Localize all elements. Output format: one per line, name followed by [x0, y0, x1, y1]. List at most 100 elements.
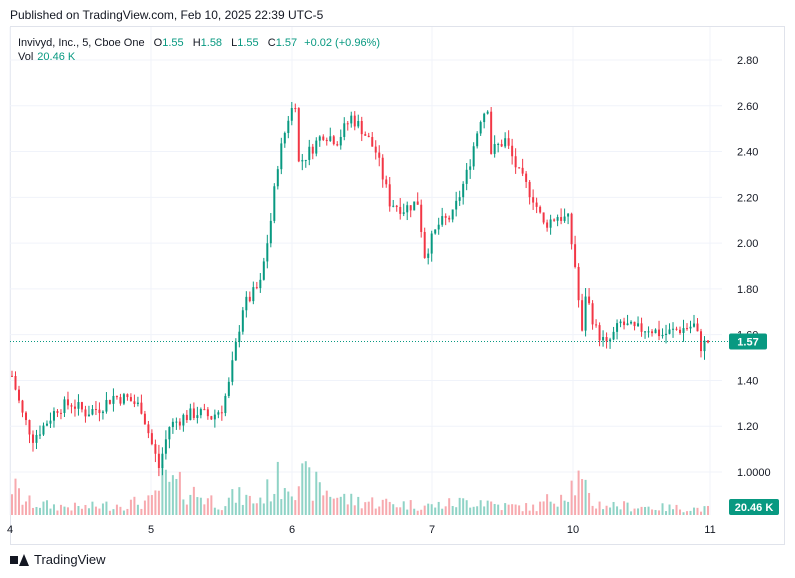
y-tick-label: 1.40: [737, 375, 758, 387]
candle-body: [42, 425, 45, 435]
close-label: C: [267, 37, 276, 49]
candle-body: [399, 206, 402, 214]
candle-body: [199, 409, 202, 416]
candle-body: [504, 138, 507, 147]
volume-bar: [196, 497, 199, 515]
candle-body: [80, 402, 83, 410]
volume-bar: [234, 502, 237, 515]
candle-body: [45, 423, 48, 426]
footer-brand[interactable]: TradingView: [10, 552, 106, 567]
volume-bar: [84, 504, 87, 515]
candle-body: [633, 321, 636, 327]
candle-body: [640, 323, 643, 332]
tradingview-logo-icon: [10, 553, 29, 566]
volume-bar: [227, 497, 230, 515]
candle-body: [21, 400, 24, 413]
x-tick-label: 10: [567, 524, 579, 536]
volume-bar: [220, 510, 223, 515]
volume-bar: [248, 495, 251, 515]
volume-bar: [458, 497, 461, 515]
candle-body: [343, 123, 346, 137]
candle-body: [168, 427, 171, 440]
candle-body: [619, 321, 622, 324]
candle-body: [385, 179, 388, 185]
candle-body: [49, 420, 52, 424]
candle-body: [59, 412, 62, 414]
candle-body: [584, 296, 587, 331]
candle-body: [196, 415, 199, 418]
candle-body: [437, 224, 440, 230]
volume-bar: [171, 475, 174, 515]
candle-body: [672, 328, 675, 330]
candle-body: [616, 323, 619, 332]
x-tick-label: 5: [148, 524, 154, 536]
candle-body: [595, 324, 598, 326]
volume-label: Vol: [18, 51, 34, 63]
volume-bar: [430, 504, 433, 515]
volume-bar: [318, 482, 321, 515]
candle-body: [332, 136, 335, 145]
volume-bar: [112, 509, 115, 515]
volume-bar: [353, 505, 356, 515]
volume-bar: [175, 478, 178, 515]
candle-body: [563, 216, 566, 221]
candle-body: [269, 220, 272, 244]
high-value: 1.58: [200, 37, 223, 49]
volume-bar: [157, 490, 160, 515]
volume-bar: [616, 506, 619, 515]
candle-body: [381, 157, 384, 180]
candle-body: [465, 169, 468, 184]
candle-body: [661, 335, 664, 337]
volume-bar: [70, 510, 73, 515]
candle-body: [318, 136, 321, 141]
candle-body: [518, 167, 521, 169]
y-tick-label: 2.20: [737, 192, 758, 204]
candle-body: [651, 331, 654, 334]
volume-bar: [339, 496, 342, 515]
candle-body: [259, 279, 262, 289]
volume-bar: [497, 504, 500, 515]
volume-bar: [707, 505, 709, 515]
volume-bar: [514, 504, 517, 515]
candle-body: [283, 132, 286, 144]
candle-body: [703, 340, 706, 352]
volume-bar: [483, 506, 486, 515]
candle-body: [612, 331, 615, 340]
candle-body: [423, 231, 426, 258]
candle-body: [686, 328, 689, 330]
volume-bar: [91, 501, 94, 515]
open-label: O: [153, 37, 163, 49]
candle-body: [469, 166, 472, 170]
candle-body: [500, 144, 503, 147]
candle-body: [150, 433, 153, 445]
candle-body: [598, 325, 601, 341]
candle-body: [112, 395, 115, 404]
volume-bar: [322, 495, 325, 515]
volume-bar: [304, 461, 307, 515]
candle-body: [143, 413, 146, 425]
volume-bar: [77, 506, 80, 515]
volume-bar: [329, 496, 332, 515]
candle-body: [528, 181, 531, 198]
candle-body: [329, 136, 332, 142]
candle-body: [304, 159, 307, 161]
candle-body: [406, 205, 409, 213]
candle-body: [136, 402, 139, 405]
candle-body: [630, 321, 633, 324]
candle-body: [378, 152, 381, 158]
candle-body: [654, 329, 657, 334]
candle-body: [546, 222, 549, 228]
volume-bar: [332, 498, 335, 515]
last-volume-label: 20.46 K: [735, 502, 774, 514]
candle-body: [353, 115, 356, 127]
candle-body: [388, 184, 391, 207]
candle-body: [206, 409, 209, 417]
volume-bar: [105, 501, 108, 515]
volume-bar: [528, 510, 531, 515]
volume-bar: [651, 509, 654, 515]
candle-body: [434, 229, 437, 234]
candle-body: [339, 136, 342, 146]
candle-body: [350, 115, 353, 124]
symbol-label[interactable]: Invivyd, Inc., 5, Cboe One: [18, 37, 145, 49]
